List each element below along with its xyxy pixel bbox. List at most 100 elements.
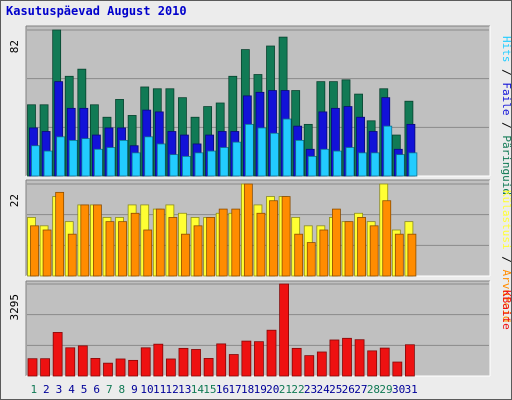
legend-entry: KBaite bbox=[500, 290, 512, 330]
bar-kbytes-day-1 bbox=[27, 358, 38, 377]
bar-kbytes-day-23 bbox=[304, 355, 315, 377]
bar-hits-day-23 bbox=[307, 156, 317, 177]
bar-hits-day-20 bbox=[270, 132, 279, 177]
x-tick-label-day-9: 9 bbox=[131, 383, 138, 396]
bar-hits-day-1 bbox=[31, 145, 40, 177]
x-tick-label-day-15: 15 bbox=[203, 383, 216, 396]
bar-kbytes-day-11 bbox=[153, 343, 164, 377]
panel-top-legend: Hits / Faile / Päringuid bbox=[500, 36, 512, 195]
x-tick-label-day-4: 4 bbox=[68, 383, 75, 396]
x-tick-label-day-16: 16 bbox=[216, 383, 229, 396]
panel-bottom-y-max-label: 3295 bbox=[8, 294, 21, 321]
bar-visits-day-2 bbox=[42, 229, 52, 277]
bar-visits-day-27 bbox=[357, 217, 366, 277]
bar-kbytes-day-25 bbox=[329, 339, 340, 377]
bar-hits-day-25 bbox=[333, 150, 342, 177]
x-tick-label-day-21: 21 bbox=[279, 383, 292, 396]
bar-visits-day-4 bbox=[67, 233, 77, 277]
bar-visits-day-26 bbox=[344, 221, 354, 277]
bar-kbytes-day-20 bbox=[266, 329, 277, 377]
x-tick-label-day-11: 11 bbox=[153, 383, 166, 396]
legend-entry: Hits bbox=[500, 36, 512, 63]
bar-kbytes-day-9 bbox=[128, 359, 139, 377]
bar-hits-day-8 bbox=[119, 139, 128, 177]
bar-hits-day-19 bbox=[257, 127, 267, 177]
bar-kbytes-day-28 bbox=[367, 350, 378, 377]
bar-hits-day-18 bbox=[244, 123, 254, 177]
bar-visits-day-24 bbox=[319, 229, 329, 277]
x-tick-label-day-2: 2 bbox=[43, 383, 50, 396]
bar-hits-day-22 bbox=[295, 139, 305, 177]
bar-visits-day-8 bbox=[118, 221, 127, 277]
panel-top-y-max-label: 82 bbox=[8, 40, 21, 53]
bar-hits-day-5 bbox=[81, 138, 91, 177]
bar-visits-day-23 bbox=[306, 242, 316, 277]
bar-visits-day-7 bbox=[105, 221, 115, 277]
panel-bottom-legend: KBaite bbox=[500, 290, 512, 330]
bar-kbytes-day-19 bbox=[254, 341, 264, 377]
bar-visits-day-10 bbox=[143, 229, 153, 277]
x-tick-label-day-18: 18 bbox=[241, 383, 254, 396]
bar-hits-day-14 bbox=[194, 152, 204, 177]
bar-kbytes-day-26 bbox=[342, 337, 352, 377]
bar-visits-day-11 bbox=[155, 208, 165, 277]
x-tick-label-day-3: 3 bbox=[56, 383, 63, 396]
bar-kbytes-day-3 bbox=[52, 332, 63, 377]
bar-visits-day-6 bbox=[93, 204, 102, 277]
bar-hits-day-13 bbox=[182, 156, 191, 177]
legend-entry: Arvuteid bbox=[500, 269, 512, 322]
bar-hits-day-28 bbox=[370, 152, 380, 177]
bar-kbytes-day-22 bbox=[291, 347, 302, 377]
bar-kbytes-day-10 bbox=[140, 347, 151, 377]
bar-visits-day-22 bbox=[294, 233, 304, 277]
bar-hits-day-21 bbox=[282, 118, 292, 177]
bar-kbytes-day-21 bbox=[279, 283, 290, 377]
bar-visits-day-13 bbox=[181, 233, 190, 277]
bar-hits-day-3 bbox=[56, 136, 66, 177]
x-tick-label-day-5: 5 bbox=[81, 383, 88, 396]
bar-visits-day-15 bbox=[206, 217, 216, 277]
legend-separator: / bbox=[500, 250, 512, 270]
panel-middle-legend: Külastusi / Arvuteid bbox=[500, 190, 512, 322]
bar-hits-day-27 bbox=[358, 152, 367, 177]
x-tick-label-day-19: 19 bbox=[254, 383, 267, 396]
x-tick-label-day-7: 7 bbox=[106, 383, 113, 396]
bar-hits-day-10 bbox=[144, 136, 154, 177]
bar-hits-day-31 bbox=[408, 152, 418, 177]
bar-kbytes-day-31 bbox=[404, 344, 415, 377]
bar-kbytes-day-18 bbox=[241, 340, 252, 377]
bar-kbytes-day-15 bbox=[203, 358, 214, 377]
bar-hits-day-15 bbox=[207, 150, 217, 177]
bar-hits-day-7 bbox=[106, 147, 116, 177]
bar-visits-day-3 bbox=[55, 191, 65, 277]
bar-visits-day-31 bbox=[407, 233, 417, 277]
bar-visits-day-5 bbox=[80, 204, 90, 277]
x-tick-label-day-25: 25 bbox=[329, 383, 342, 396]
bar-kbytes-day-17 bbox=[228, 354, 239, 377]
x-tick-label-day-17: 17 bbox=[228, 383, 241, 396]
bar-hits-day-30 bbox=[395, 154, 405, 177]
bar-hits-day-17 bbox=[232, 141, 242, 177]
legend-entry: Päringuid bbox=[500, 135, 512, 195]
bar-visits-day-1 bbox=[30, 225, 39, 277]
bar-visits-day-28 bbox=[369, 225, 379, 277]
x-tick-label-day-23: 23 bbox=[304, 383, 317, 396]
bar-hits-day-6 bbox=[94, 148, 103, 177]
x-tick-label-day-8: 8 bbox=[119, 383, 126, 396]
bar-visits-day-17 bbox=[231, 208, 241, 277]
bar-hits-day-4 bbox=[68, 139, 78, 177]
x-tick-label-day-31: 31 bbox=[405, 383, 418, 396]
bar-visits-day-14 bbox=[193, 225, 203, 277]
x-tick-label-day-22: 22 bbox=[291, 383, 304, 396]
legend-entry: Faile bbox=[500, 82, 512, 115]
bar-hits-day-24 bbox=[320, 148, 330, 177]
bar-visits-day-19 bbox=[256, 212, 266, 277]
x-tick-label-day-30: 30 bbox=[392, 383, 405, 396]
bar-hits-day-12 bbox=[169, 154, 179, 177]
bar-kbytes-day-30 bbox=[392, 361, 403, 377]
x-tick-label-day-13: 13 bbox=[178, 383, 191, 396]
bar-visits-day-16 bbox=[218, 208, 228, 277]
bar-visits-day-21 bbox=[281, 196, 291, 277]
legend-separator: / bbox=[500, 63, 512, 83]
